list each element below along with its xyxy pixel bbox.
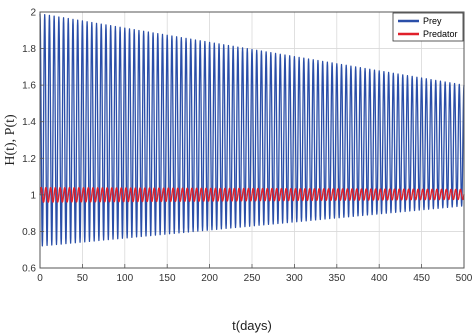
y-tick-label-7: 2 bbox=[30, 8, 36, 19]
y-tick-label-2: 1 bbox=[30, 190, 36, 201]
y-tick-label-1: 0.8 bbox=[22, 227, 36, 238]
y-tick-label-4: 1.4 bbox=[22, 117, 36, 128]
legend-label-prey: Prey bbox=[423, 16, 442, 26]
legend-box bbox=[392, 12, 464, 42]
x-tick-label-3: 150 bbox=[159, 273, 176, 284]
x-tick-label-10: 500 bbox=[456, 273, 472, 284]
y-tick-label-0: 0.6 bbox=[22, 264, 36, 275]
y-tick-label-5: 1.6 bbox=[22, 81, 36, 92]
x-tick-label-7: 350 bbox=[328, 273, 345, 284]
y-axis-ticks: 0.6 0.8 1 1.2 1.4 1.6 1.8 2 bbox=[22, 8, 44, 275]
x-tick-label-6: 300 bbox=[286, 273, 303, 284]
series-layer bbox=[39, 13, 465, 247]
x-axis-ticks: 0 50 100 150 200 250 300 350 400 450 500 bbox=[37, 264, 472, 284]
x-tick-label-8: 400 bbox=[371, 273, 388, 284]
x-tick-label-2: 100 bbox=[116, 273, 133, 284]
x-axis-label: t(days) bbox=[232, 318, 272, 333]
y-axis-label: H(t), P(t) bbox=[3, 114, 18, 166]
legend-label-predator: Predator bbox=[423, 29, 458, 39]
legend: Prey Predator bbox=[392, 12, 464, 42]
series-line-predator bbox=[39, 186, 465, 203]
y-tick-label-6: 1.8 bbox=[22, 44, 36, 55]
series-line-prey bbox=[39, 13, 465, 247]
x-tick-label-9: 450 bbox=[413, 273, 430, 284]
y-tick-label-3: 1.2 bbox=[22, 154, 36, 165]
x-tick-label-0: 0 bbox=[37, 273, 43, 284]
x-tick-label-1: 50 bbox=[77, 273, 89, 284]
x-tick-label-5: 250 bbox=[244, 273, 261, 284]
x-tick-label-4: 200 bbox=[201, 273, 218, 284]
